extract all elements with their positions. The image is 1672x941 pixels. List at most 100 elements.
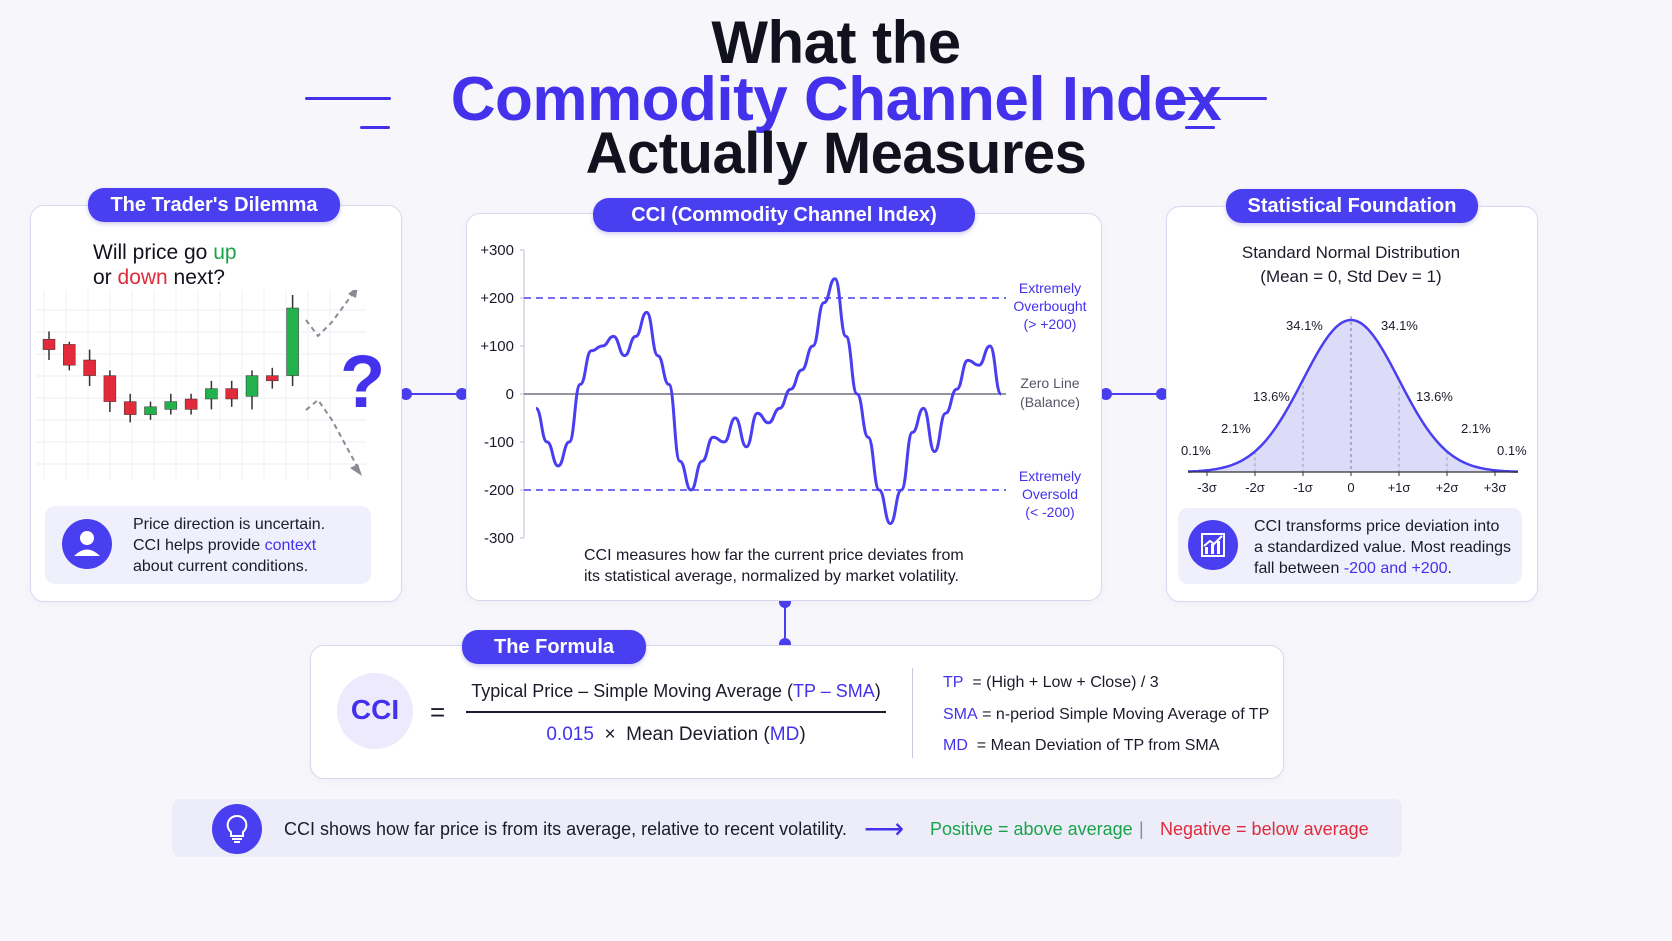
question-text: Will price go xyxy=(93,241,214,264)
def-sma: SMA = n-period Simple Moving Average of … xyxy=(943,706,1269,724)
overbought-label: Extremely Overbought (> +200) xyxy=(1004,279,1096,333)
note-line: Price direction is uncertain. xyxy=(133,516,326,533)
pct-label: 34.1% xyxy=(1381,318,1418,333)
cci-y-tick-label: +300 xyxy=(480,242,514,259)
cci-axis: +300 +200 +100 0 -100 -200 -300 xyxy=(480,242,525,547)
cci-y-tick-label: +200 xyxy=(480,290,514,307)
candle-down xyxy=(266,375,279,382)
lightbulb-icon xyxy=(212,804,262,854)
title-line-3: Actually Measures xyxy=(585,121,1087,186)
cci-caption: CCI measures how far the current price d… xyxy=(584,545,964,587)
connector-line xyxy=(406,393,462,395)
connector-dot xyxy=(400,388,412,400)
candle-down xyxy=(123,401,137,415)
def-value: = n-period Simple Moving Average of TP xyxy=(982,706,1270,723)
cci-y-tick-label: -200 xyxy=(484,482,514,499)
def-value: = Mean Deviation of TP from SMA xyxy=(976,737,1220,754)
pct-label: 34.1% xyxy=(1286,318,1323,333)
denominator-constant: 0.015 xyxy=(546,724,594,745)
candles xyxy=(42,295,299,423)
denominator-highlight: MD xyxy=(769,724,800,745)
note-highlight: context xyxy=(264,537,317,554)
right-note-text: CCI transforms price deviation into a st… xyxy=(1254,516,1511,579)
cci-y-tick-label: +100 xyxy=(480,338,514,355)
oversold-label: Extremely Oversold (< -200) xyxy=(1004,467,1096,521)
cci-lines xyxy=(524,297,1006,491)
candle-grid xyxy=(36,290,366,480)
numerator-text: Typical Price – Simple Moving Average ( xyxy=(471,681,794,701)
subtitle-line: (Mean = 0, Std Dev = 1) xyxy=(1260,267,1442,286)
fraction-bar xyxy=(466,711,886,713)
note-line: CCI helps provide xyxy=(133,537,265,554)
footer-separator: | xyxy=(1139,819,1144,839)
def-key: SMA xyxy=(943,706,978,723)
candle-down xyxy=(225,388,238,400)
formula-lhs: CCI xyxy=(350,694,400,725)
title-decoration xyxy=(1183,97,1267,100)
label-line: (< -200) xyxy=(1025,504,1075,520)
connector-line xyxy=(784,602,786,644)
note-line: fall between xyxy=(1254,560,1344,577)
dilemma-question: Will price go up or down next? xyxy=(93,240,237,290)
question-text: next? xyxy=(167,266,225,289)
formula-equals: = xyxy=(430,697,446,727)
pct-label: 0.1% xyxy=(1497,443,1527,458)
candle-down xyxy=(103,375,117,402)
bell-line xyxy=(1188,318,1518,473)
footer-arrow: ⟶ xyxy=(864,813,905,844)
connector-dot xyxy=(456,388,468,400)
left-note-text: Price direction is uncertain. CCI helps … xyxy=(133,514,325,577)
statistical-foundation-header: Statistical Foundation xyxy=(1226,189,1478,223)
label-line: Oversold xyxy=(1021,486,1079,502)
bell-ticks: -3σ -2σ -1σ 0 +1σ +2σ +3σ xyxy=(1197,472,1506,495)
formula-lhs-circle xyxy=(337,673,413,749)
candle-up xyxy=(164,401,178,410)
footer-negative: Negative = below average xyxy=(1160,819,1369,839)
sigma-dividers xyxy=(1254,316,1448,472)
down-arrow-path xyxy=(305,398,359,469)
cci-header: CCI (Commodity Channel Index) xyxy=(593,198,975,232)
candle-down xyxy=(83,359,96,376)
formula-header: The Formula xyxy=(462,630,646,664)
up-arrow-head xyxy=(348,290,358,298)
bell-tick-label: +1σ xyxy=(1388,480,1411,495)
distribution-title: Standard Normal Distribution (Mean = 0, … xyxy=(1166,241,1536,289)
denominator-text: ) xyxy=(799,724,806,745)
connector-line xyxy=(1106,393,1162,395)
bell-tick-label: +3σ xyxy=(1484,480,1507,495)
bell-tick-label: 0 xyxy=(1347,480,1354,495)
label-line: Zero Line xyxy=(1020,375,1080,391)
candle-up xyxy=(205,388,218,400)
def-key: TP xyxy=(943,674,964,691)
label-line: Extremely xyxy=(1018,468,1082,484)
denominator-times: × xyxy=(604,724,616,745)
zero-line-label: Zero Line (Balance) xyxy=(1004,374,1096,412)
numerator-text: ) xyxy=(874,681,881,701)
footer-text: CCI shows how far price is from its aver… xyxy=(284,819,847,839)
pct-label: 0.1% xyxy=(1181,443,1211,458)
pct-label: 2.1% xyxy=(1461,421,1491,436)
bell-tick-label: -2σ xyxy=(1245,480,1265,495)
down-arrow-head xyxy=(350,464,362,476)
bell-tick-label: +2σ xyxy=(1436,480,1459,495)
up-arrow-path xyxy=(305,291,355,338)
candle-up xyxy=(286,307,299,376)
title-decoration xyxy=(360,126,390,129)
footer-bar xyxy=(172,799,1402,857)
title-line-1: What the xyxy=(711,9,961,76)
candle-up xyxy=(144,406,157,415)
question-up: up xyxy=(213,241,237,264)
candle-up xyxy=(245,375,259,397)
pct-label: 13.6% xyxy=(1416,389,1453,404)
label-line: Extremely xyxy=(1018,280,1082,296)
cci-y-tick-label: 0 xyxy=(506,386,514,403)
connector-dot xyxy=(1156,388,1168,400)
label-line: (Balance) xyxy=(1020,394,1080,410)
footer-positive: Positive = above average xyxy=(930,819,1133,839)
question-text: or xyxy=(93,266,118,289)
subtitle-line: Standard Normal Distribution xyxy=(1241,243,1461,262)
note-line: . xyxy=(1447,560,1452,577)
candlestick-chart xyxy=(36,290,366,480)
cci-y-tick-label: -300 xyxy=(484,530,514,547)
cci-y-tick-label: -100 xyxy=(484,434,514,451)
